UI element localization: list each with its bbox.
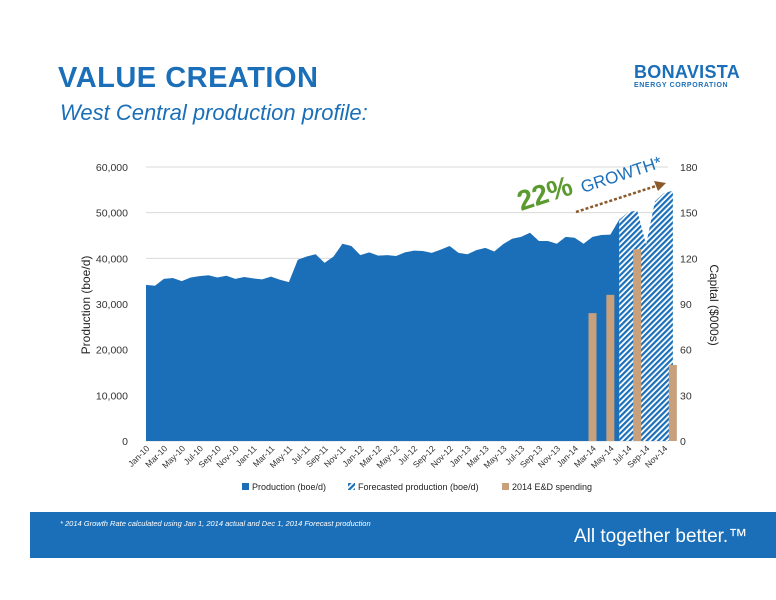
logo-name: BONAVISTA <box>634 62 741 82</box>
legend-swatch <box>502 483 509 490</box>
y-tick-label: 50,000 <box>96 208 128 220</box>
y-tick-label: 0 <box>122 436 128 448</box>
y2-tick-label: 150 <box>680 208 698 220</box>
y-axis-label: Production (boe/d) <box>79 256 93 355</box>
growth-arrowhead <box>654 181 666 191</box>
capital-bar <box>668 364 677 441</box>
production-chart: 0 10,000 20,000 30,000 40,000 50,000 60,000 0 30… <box>79 153 721 492</box>
y2-tick-label: 30 <box>680 390 692 402</box>
footnote: * 2014 Growth Rate calculated using Jan … <box>60 519 371 528</box>
footer-bar: * 2014 Growth Rate calculated using Jan … <box>30 512 776 558</box>
production-area <box>146 219 620 441</box>
y2-tick-label: 60 <box>680 345 692 357</box>
capital-bar <box>588 313 597 441</box>
growth-number: 22% <box>513 170 576 217</box>
page-subtitle: West Central production profile: <box>60 100 368 125</box>
forecast-area <box>619 190 673 441</box>
y-tick-label: 60,000 <box>96 162 128 174</box>
legend-label: Forecasted production (boe/d) <box>358 482 479 492</box>
y-tick-label: 40,000 <box>96 253 128 265</box>
legend-label: 2014 E&D spending <box>512 482 592 492</box>
capital-bar <box>606 294 615 441</box>
y-tick-label: 20,000 <box>96 345 128 357</box>
y-tick-label: 10,000 <box>96 390 128 402</box>
company-logo: BONAVISTA ENERGY CORPORATION <box>634 62 740 89</box>
y2-tick-label: 0 <box>680 436 686 448</box>
capital-bar <box>633 249 642 441</box>
legend-swatch <box>242 483 249 490</box>
growth-label: GROWTH* <box>578 153 664 197</box>
y2-tick-label: 120 <box>680 253 698 265</box>
y2-tick-label: 90 <box>680 299 692 311</box>
y-tick-label: 30,000 <box>96 299 128 311</box>
page-title: VALUE CREATION <box>58 62 319 94</box>
y2-tick-label: 180 <box>680 162 698 174</box>
logo-subtitle: ENERGY CORPORATION <box>634 82 729 89</box>
growth-arrow <box>575 184 657 214</box>
y2-axis-label: Capital ($000s) <box>707 264 721 345</box>
page-number: 17 <box>36 547 49 559</box>
tagline: All together better.™ <box>574 526 748 547</box>
legend-swatch <box>348 483 355 490</box>
legend-label: Production (boe/d) <box>252 482 326 492</box>
